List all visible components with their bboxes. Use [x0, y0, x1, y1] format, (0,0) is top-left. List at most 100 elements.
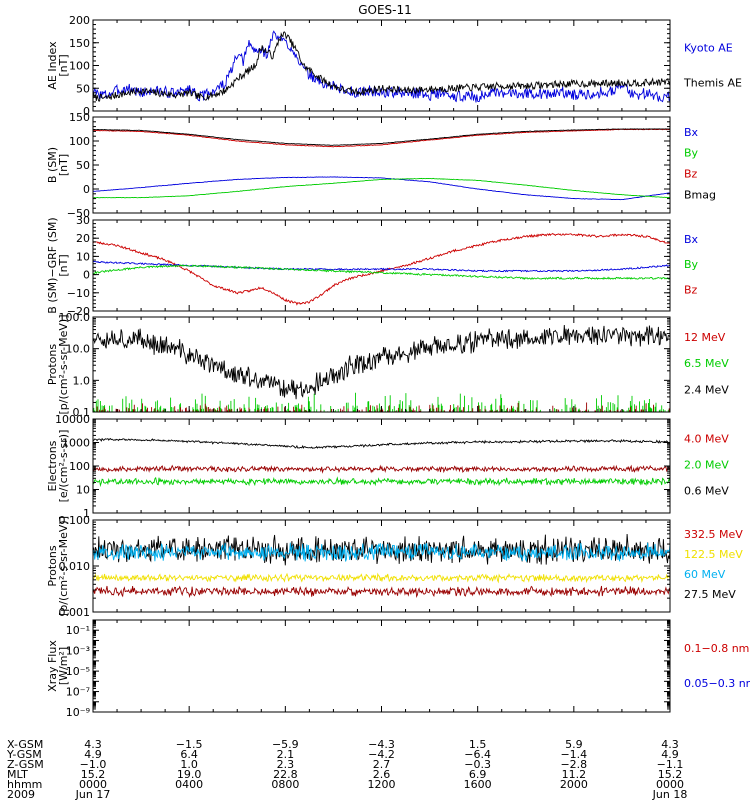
- series-by: [93, 177, 670, 199]
- panel-1-data: [93, 128, 670, 201]
- ephemeris-value: −4.2: [368, 748, 395, 761]
- ephemeris-value: 1200: [368, 778, 396, 791]
- y-axis-label: [nT]: [57, 54, 70, 76]
- ephemeris-value: −2.8: [560, 758, 587, 771]
- ephemeris-value: −5.9: [272, 738, 299, 751]
- ephemeris-table: X-GSM 4.3 −1.5 −5.9 −4.3 1.5 5.9 4.3 Y-GSM 4.9 6.4…: [6, 738, 687, 800]
- legend-entry: Bx: [684, 126, 699, 139]
- y-tick-label: 10⁻⁷: [66, 686, 90, 699]
- legend-entry: 6.5 MeV: [684, 357, 729, 370]
- y-tick-label: 10000: [55, 413, 90, 426]
- y-tick-label: 1.0: [73, 374, 91, 387]
- ephemeris-value: 2.7: [373, 758, 391, 771]
- panel-0: 0 50 100 150 200 AE Index[nT] Kyoto AE Themis A…: [46, 14, 742, 118]
- series-kyoto-ae: [93, 30, 670, 103]
- panel-1: −50 0 50 100 150 B (SM)[nT] Bx By Bz Bmag: [46, 111, 716, 220]
- ephemeris-value: −6.4: [464, 748, 491, 761]
- y-tick-label: 100: [69, 60, 90, 73]
- panel-4: 1 10 100 1000 10000 Electrons[e/(cm²-s-sr)] 4.…: [46, 413, 729, 520]
- legend-entry: Themis AE: [683, 77, 742, 90]
- y-axis-label: [W/m²]: [57, 647, 70, 685]
- legend-entry: 2.4 MeV: [684, 384, 729, 397]
- panel-5-data: [93, 533, 670, 599]
- y-tick-label: −50: [67, 207, 90, 220]
- y-tick-label: 1000: [62, 437, 90, 450]
- ephemeris-row-label: Z-GSM: [7, 758, 44, 771]
- legend-entry: 12 MeV: [684, 331, 726, 344]
- legend-entry: 0.6 MeV: [684, 485, 729, 498]
- y-tick-label: 100: [69, 460, 90, 473]
- ephemeris-value: 4.3: [661, 738, 679, 751]
- y-tick-label: 10: [76, 250, 90, 263]
- y-tick-label: 200: [69, 14, 90, 27]
- ephemeris-value: 11.2: [562, 768, 587, 781]
- ephemeris-row-label: X-GSM: [7, 738, 43, 751]
- series-0-6-mev: [93, 437, 670, 449]
- series-2-0-mev: [93, 476, 670, 488]
- ephemeris-value: 15.2: [81, 768, 106, 781]
- y-tick-label: 0.010: [59, 560, 91, 573]
- panel-3: 0.1 1.0 10.0 100.0 Protons[p/(cm²-s-sr-MeV)]…: [46, 311, 729, 419]
- series-bx: [93, 176, 670, 201]
- legend-entry: 2.0 MeV: [684, 459, 729, 472]
- panel-4-data: [93, 437, 670, 488]
- panel-6-frame: [92, 619, 671, 713]
- y-axis-label: [e/(cm²-s-sr)]: [57, 430, 70, 503]
- y-tick-label: 50: [76, 82, 90, 95]
- ephemeris-value: 4.9: [661, 748, 679, 761]
- legend-entry: 332.5 MeV: [684, 528, 743, 541]
- y-tick-label: −10: [67, 287, 90, 300]
- series-332-5-mev: [93, 585, 670, 599]
- y-tick-label: 10: [76, 484, 90, 497]
- ephemeris-value: 2.1: [277, 748, 295, 761]
- panel-0-data: [93, 30, 670, 103]
- ephemeris-value: 2000: [560, 778, 588, 791]
- ephemeris-value: 6.4: [180, 748, 198, 761]
- series-27-5-mev: [93, 533, 670, 566]
- legend-entry: Bx: [684, 233, 699, 246]
- ephemeris-row-label: 2009: [7, 788, 35, 800]
- series-2-4-mev: [93, 324, 670, 400]
- y-tick-label: 150: [69, 111, 90, 124]
- y-axis-label: Electrons: [46, 440, 59, 491]
- ephemeris-value: Jun 17: [75, 788, 111, 800]
- ephemeris-row-label: hhmm: [7, 778, 42, 791]
- legend-entry: 27.5 MeV: [684, 588, 736, 601]
- legend-entry: 0.05−0.3 nm: [684, 677, 750, 690]
- legend-entry: 122.5 MeV: [684, 548, 743, 561]
- series-by: [93, 264, 670, 280]
- ephemeris-value: −4.3: [368, 738, 395, 751]
- y-tick-label: 20: [76, 232, 90, 245]
- ephemeris-value: 4.9: [84, 748, 102, 761]
- y-tick-label: 100: [69, 135, 90, 148]
- ephemeris-value: 15.2: [658, 768, 683, 781]
- ephemeris-value: 1600: [464, 778, 492, 791]
- ephemeris-value: Jun 18: [652, 788, 688, 800]
- y-tick-label: 0.001: [59, 606, 91, 619]
- ephemeris-row-label: Y-GSM: [6, 748, 42, 761]
- y-axis-label: B (SM): [46, 147, 59, 183]
- ephemeris-value: 1.0: [180, 758, 198, 771]
- y-axis-label: Protons: [46, 344, 59, 385]
- y-axis-label: [p/(cm²-s-sr-MeV)]: [57, 315, 70, 415]
- legend-entry: Kyoto AE: [684, 42, 733, 55]
- panel-5-frame: [92, 519, 671, 613]
- y-axis-label: [nT]: [57, 254, 70, 276]
- series-122-5-mev: [93, 572, 670, 584]
- ephemeris-value: 0000: [656, 778, 684, 791]
- y-tick-label: 10⁻³: [66, 645, 90, 658]
- y-tick-label: 10⁻⁵: [66, 665, 90, 678]
- series-bmag: [93, 128, 670, 146]
- series-themis-ae: [93, 31, 670, 102]
- series-bz: [93, 232, 670, 306]
- y-axis-label: Xray Flux: [46, 640, 59, 692]
- legend-entry: Bmag: [684, 188, 716, 201]
- y-axis-label: [nT]: [57, 154, 70, 176]
- y-tick-label: 30: [76, 214, 90, 227]
- ephemeris-value: 0000: [79, 778, 107, 791]
- legend-entry: 4.0 MeV: [684, 433, 729, 446]
- y-tick-label: 0.100: [59, 514, 91, 527]
- y-tick-label: 10.0: [66, 343, 91, 356]
